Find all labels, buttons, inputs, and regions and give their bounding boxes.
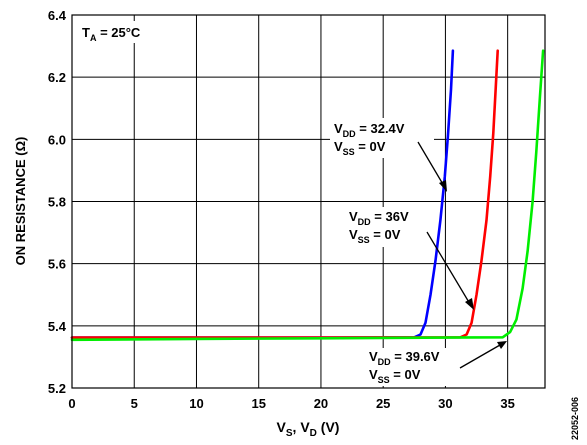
x-tick-label-1: 5 xyxy=(131,396,138,411)
annotation-red-background xyxy=(345,207,425,247)
y-tick-label-6: 6.4 xyxy=(48,8,67,23)
x-tick-label-6: 30 xyxy=(438,396,452,411)
x-tick-label-3: 15 xyxy=(251,396,265,411)
condition-label-background xyxy=(78,21,158,43)
y-tick-label-4: 6.0 xyxy=(48,132,66,147)
leader-line-red xyxy=(426,231,471,305)
y-axis-title: ON RESISTANCE (Ω) xyxy=(13,137,28,266)
y-tick-label-1: 5.4 xyxy=(48,319,67,334)
leader-arrow-green xyxy=(497,341,507,349)
plot-frame xyxy=(71,14,546,389)
series-line-2 xyxy=(70,49,545,342)
leader-line-blue xyxy=(417,141,445,187)
y-tick-label-2: 5.6 xyxy=(48,257,66,272)
condition-label: TA = 25°C xyxy=(82,25,141,43)
annotation-blue-line2: VSS = 0V xyxy=(334,139,386,157)
annotation-green: VDD = 39.6V VSS = 0V xyxy=(365,348,469,386)
x-tick-label-0: 0 xyxy=(68,396,75,411)
condition-label-box: TA = 25°C xyxy=(78,21,158,43)
figure-id: 22052-006 xyxy=(570,397,580,440)
annotation-green-line1: VDD = 39.6V xyxy=(369,349,440,367)
series-group xyxy=(70,49,545,342)
annotation-green-background xyxy=(365,348,469,386)
x-tick-label-2: 10 xyxy=(189,396,203,411)
leader-line-green xyxy=(459,344,501,369)
x-axis-title: VS, VD (V) xyxy=(277,419,340,439)
x-tick-labels: 0 5 10 15 20 25 30 35 xyxy=(68,396,515,411)
y-tick-labels: 5.2 5.4 5.6 5.8 6.0 6.2 6.4 xyxy=(48,8,67,396)
annotation-green-line2: VSS = 0V xyxy=(369,367,421,385)
y-tick-label-0: 5.2 xyxy=(48,381,66,396)
leader-arrow-red xyxy=(465,298,474,310)
annotation-red-line1: VDD = 36V xyxy=(349,209,409,227)
annotation-blue-background xyxy=(330,118,434,158)
leader-arrow-blue xyxy=(439,180,447,192)
annotation-red: VDD = 36V VSS = 0V xyxy=(345,207,425,247)
annotation-blue: VDD = 32.4V VSS = 0V xyxy=(330,118,434,158)
y-tick-label-3: 5.8 xyxy=(48,195,66,210)
y-tick-label-5: 6.2 xyxy=(48,70,66,85)
annotation-red-line2: VSS = 0V xyxy=(349,227,401,245)
x-tick-label-5: 25 xyxy=(376,396,390,411)
annotation-blue-line1: VDD = 32.4V xyxy=(334,121,405,139)
x-tick-label-7: 35 xyxy=(500,396,514,411)
x-tick-label-4: 20 xyxy=(314,396,328,411)
